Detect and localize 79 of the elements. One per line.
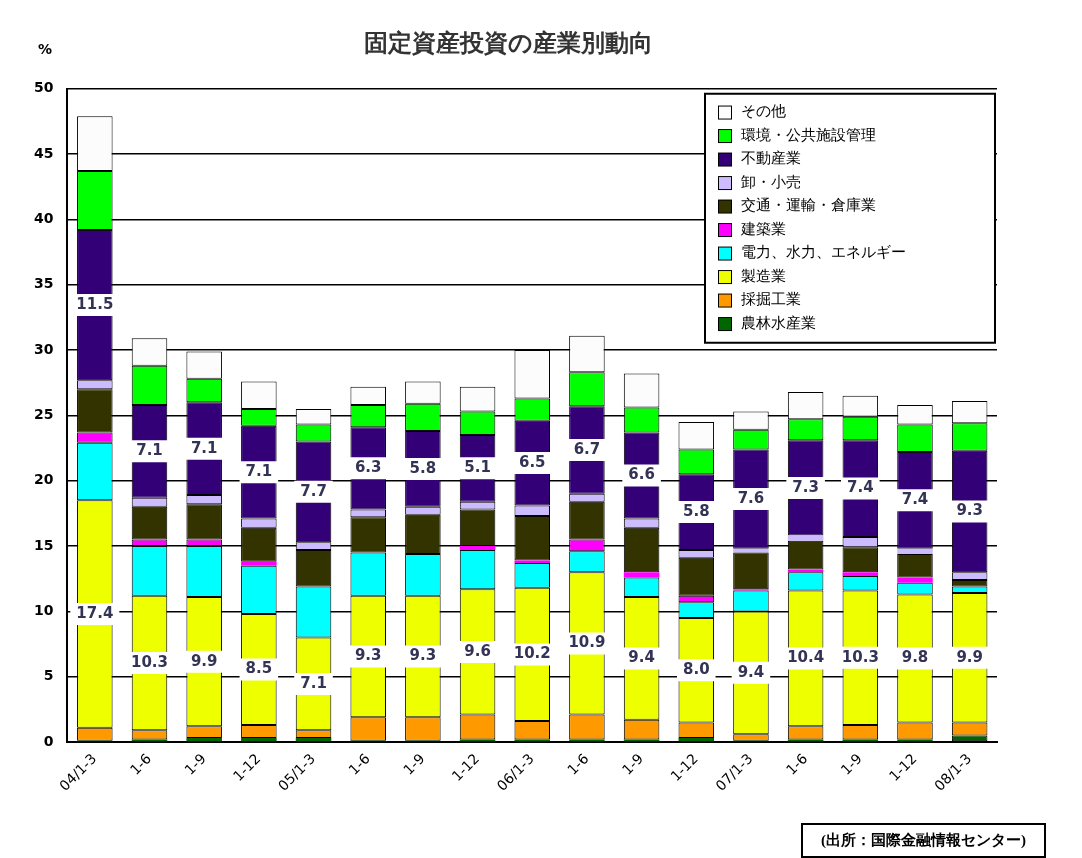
bar [186,738,222,742]
data-label: 9.6 [464,641,491,660]
data-label: 7.1 [190,438,218,457]
legend-label: 電力、水力、エネルギー [741,243,906,262]
data-label: 10.3 [130,652,169,671]
bar [842,572,879,577]
y-tick-label: 50 [34,79,54,96]
y-tick-label: 40 [34,210,54,227]
y-tick-label: 10 [34,602,54,619]
data-label: 7.4 [901,490,929,509]
bar [897,577,933,583]
data-label: 7.1 [136,441,163,460]
data-label: 9.4 [628,648,655,667]
legend-label: 建築業 [740,219,786,238]
x-tick-label: 1-6 [564,750,592,778]
data-label: 7.3 [792,477,819,496]
bar [295,738,332,742]
data-label: 11.5 [76,294,114,313]
x-tick-label: 1-9 [181,750,209,778]
data-label: 8.5 [245,659,273,678]
y-tick-label: 45 [34,144,54,161]
data-label: 6.3 [354,458,382,477]
data-label: 5.8 [682,501,710,520]
bar [241,561,277,566]
data-label: 5.8 [409,458,437,477]
legend-label: 環境・公共施設管理 [741,125,876,144]
y-tick-label: 35 [34,275,54,292]
legend-label: 卸・小売 [741,172,801,191]
data-label: 5.1 [464,458,491,477]
bar [733,548,769,553]
data-label: 9.3 [956,501,983,520]
x-tick-label: 1-6 [782,750,811,778]
data-label: 10.9 [568,633,606,652]
text: (出所：国際金融情報センター) [801,823,1046,858]
data-label: 7.7 [300,481,327,500]
bar [787,535,824,541]
legend-label: 不動産業 [741,149,801,168]
data-label: 10.3 [841,647,879,666]
y-tick-label: 20 [34,471,54,488]
y-tick-label: 25 [34,406,54,423]
x-tick-label: 1-6 [345,750,373,778]
x-tick-label: 1-9 [618,750,647,778]
legend-label: 採掘工業 [741,290,801,309]
legend-label: 製造業 [741,266,786,285]
data-label: 7.6 [737,488,765,507]
data-label: 7.4 [847,478,874,497]
data-label: 6.5 [518,452,546,471]
bar [514,560,551,564]
data-label: 9.3 [354,646,382,665]
data-label: 7.1 [245,462,273,481]
data-label: 10.2 [513,644,551,663]
chart-title: 固定資産投資の産業別動向 [364,28,653,57]
legend-label: その他 [741,102,786,121]
y-tick-label: 30 [34,340,54,357]
data-label: 9.9 [190,651,218,670]
x-tick-label: 1-6 [126,750,155,778]
data-label: 8.0 [682,660,710,679]
bar [897,548,933,554]
x-tick-label: 1-9 [837,750,865,778]
data-label: 9.8 [901,648,929,667]
bar [241,738,277,742]
bar [459,546,496,550]
data-label: 9.9 [956,647,983,666]
x-tick-label: 1-9 [400,750,428,778]
data-label: 6.6 [628,465,655,484]
y-tick-label: 5 [43,667,54,684]
data-label: 17.4 [76,603,114,622]
data-label: 7.1 [300,673,327,692]
bar [678,738,715,742]
data-label: 10.4 [787,648,825,667]
bar [623,572,660,578]
y-tick-label: 0 [43,732,54,749]
data-label: 6.7 [573,439,601,458]
data-label: 9.3 [409,646,437,665]
y-axis-title: % [38,41,53,58]
legend-label: 農林水産業 [741,313,816,332]
y-tick-label: 15 [34,536,54,553]
legend-label: 交通・運輸・倉庫業 [741,196,876,215]
data-label: 9.4 [737,662,765,681]
